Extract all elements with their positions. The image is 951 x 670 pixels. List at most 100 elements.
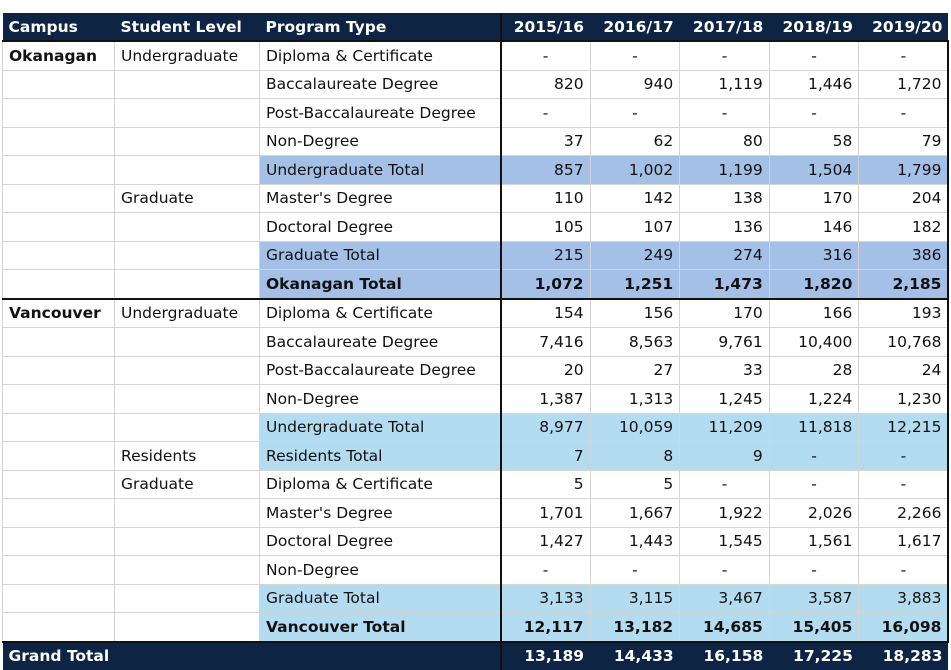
value-cell: 182 [858, 212, 950, 241]
header-year: 2017/18 [679, 13, 770, 41]
value-cell: 2,026 [768, 498, 859, 527]
table-row: Vancouver Undergraduate Diploma & Certific… [2, 297, 950, 328]
value-cell: 1,720 [858, 69, 950, 99]
table-row: Vancouver Total 12,117 13,182 14,685 15,405 1… [2, 612, 950, 643]
value-cell: 1,002 [589, 155, 680, 184]
value-cell: - [589, 555, 680, 584]
campus-cell [2, 327, 115, 356]
value-cell: 27 [589, 355, 680, 385]
grand-total-value: 16,158 [679, 641, 770, 670]
student-level-cell: Residents [114, 441, 260, 470]
value-cell: 9 [679, 441, 770, 470]
value-cell: 13,182 [589, 612, 680, 643]
campus-cell [2, 441, 115, 470]
grand-total-value: 18,283 [858, 641, 949, 670]
table-row: Graduate Master's Degree 110 142 138 170 204 [2, 183, 950, 213]
student-level-cell [114, 583, 260, 613]
student-level-cell [114, 355, 260, 385]
table-row: Okanagan Undergraduate Diploma & Certifica… [2, 40, 950, 70]
value-cell: 1,667 [589, 498, 680, 527]
program-type-cell: Graduate Total [259, 583, 502, 613]
student-level-cell [114, 327, 260, 356]
value-cell: 28 [768, 355, 859, 385]
program-type-cell: Undergraduate Total [259, 412, 502, 442]
grand-total-value: 14,433 [590, 641, 680, 670]
table-row: Non-Degree - - - - - [2, 555, 950, 584]
header-year: 2018/19 [769, 13, 859, 41]
value-cell: 1,230 [858, 384, 950, 413]
value-cell: 3,883 [858, 583, 950, 613]
value-cell: 274 [679, 240, 770, 270]
campus-cell [2, 612, 115, 643]
value-cell: 138 [679, 183, 770, 213]
table-row: Okanagan Total 1,072 1,251 1,473 1,820 2,185 [2, 269, 950, 300]
program-type-cell: Diploma & Certificate [259, 469, 502, 499]
header-year: 2016/17 [590, 13, 680, 41]
program-type-cell: Non-Degree [259, 384, 502, 413]
value-cell: 170 [768, 183, 859, 213]
value-cell: - [768, 40, 859, 70]
value-cell: 24 [858, 355, 950, 385]
value-cell: 3,467 [679, 583, 770, 613]
value-cell: 3,115 [589, 583, 680, 613]
value-cell: 1,473 [679, 269, 770, 300]
campus-cell [2, 583, 115, 613]
value-cell: 37 [500, 126, 591, 156]
campus-cell [2, 98, 115, 127]
program-type-cell: Diploma & Certificate [259, 40, 502, 70]
value-cell: 156 [589, 297, 680, 328]
value-cell: 2,266 [858, 498, 950, 527]
program-type-cell: Graduate Total [259, 240, 502, 270]
student-level-cell [114, 412, 260, 442]
program-type-cell: Okanagan Total [259, 269, 502, 300]
value-cell: 170 [679, 297, 770, 328]
student-level-cell [114, 612, 260, 643]
value-cell: 820 [500, 69, 591, 99]
value-cell: - [500, 40, 591, 70]
value-cell: 1,504 [768, 155, 859, 184]
table-row: Graduate Total 3,133 3,115 3,467 3,587 3,883 [2, 583, 950, 613]
grand-total-value: 17,225 [769, 641, 859, 670]
value-cell: - [679, 469, 770, 499]
value-cell: 1,199 [679, 155, 770, 184]
student-level-cell: Undergraduate [114, 297, 260, 328]
student-level-cell [114, 126, 260, 156]
header-year: 2019/20 [858, 13, 949, 41]
table-row: Graduate Total 215 249 274 316 386 [2, 240, 950, 270]
value-cell: 2,185 [858, 269, 950, 300]
value-cell: 1,072 [500, 269, 591, 300]
value-cell: - [589, 40, 680, 70]
value-cell: 20 [500, 355, 591, 385]
value-cell: 1,799 [858, 155, 950, 184]
program-type-cell: Master's Degree [259, 498, 502, 527]
value-cell: 12,117 [500, 612, 591, 643]
student-level-cell [114, 155, 260, 184]
value-cell: 7,416 [500, 327, 591, 356]
value-cell: 10,059 [589, 412, 680, 442]
value-cell: 1,251 [589, 269, 680, 300]
campus-cell: Okanagan [2, 40, 115, 70]
value-cell: 8,977 [500, 412, 591, 442]
value-cell: 1,617 [858, 526, 950, 556]
value-cell: 58 [768, 126, 859, 156]
value-cell: 107 [589, 212, 680, 241]
value-cell: 11,818 [768, 412, 859, 442]
grand-total-row: Grand Total 13,189 14,433 16,158 17,225 … [2, 641, 949, 670]
program-type-cell: Baccalaureate Degree [259, 69, 502, 99]
value-cell: 249 [589, 240, 680, 270]
student-level-cell [114, 269, 260, 300]
table-row: Doctoral Degree 1,427 1,443 1,545 1,561 1,617 [2, 526, 950, 556]
value-cell: 1,224 [768, 384, 859, 413]
value-cell: 8 [589, 441, 680, 470]
value-cell: 386 [858, 240, 950, 270]
campus-cell [2, 555, 115, 584]
program-type-cell: Non-Degree [259, 126, 502, 156]
program-type-cell: Baccalaureate Degree [259, 327, 502, 356]
campus-cell [2, 240, 115, 270]
value-cell: 5 [589, 469, 680, 499]
value-cell: - [768, 469, 859, 499]
enrolment-table: Campus Student Level Program Type 2015/1… [2, 13, 950, 670]
student-level-cell: Graduate [114, 183, 260, 213]
value-cell: - [768, 441, 859, 470]
table-row: Doctoral Degree 105 107 136 146 182 [2, 212, 950, 241]
